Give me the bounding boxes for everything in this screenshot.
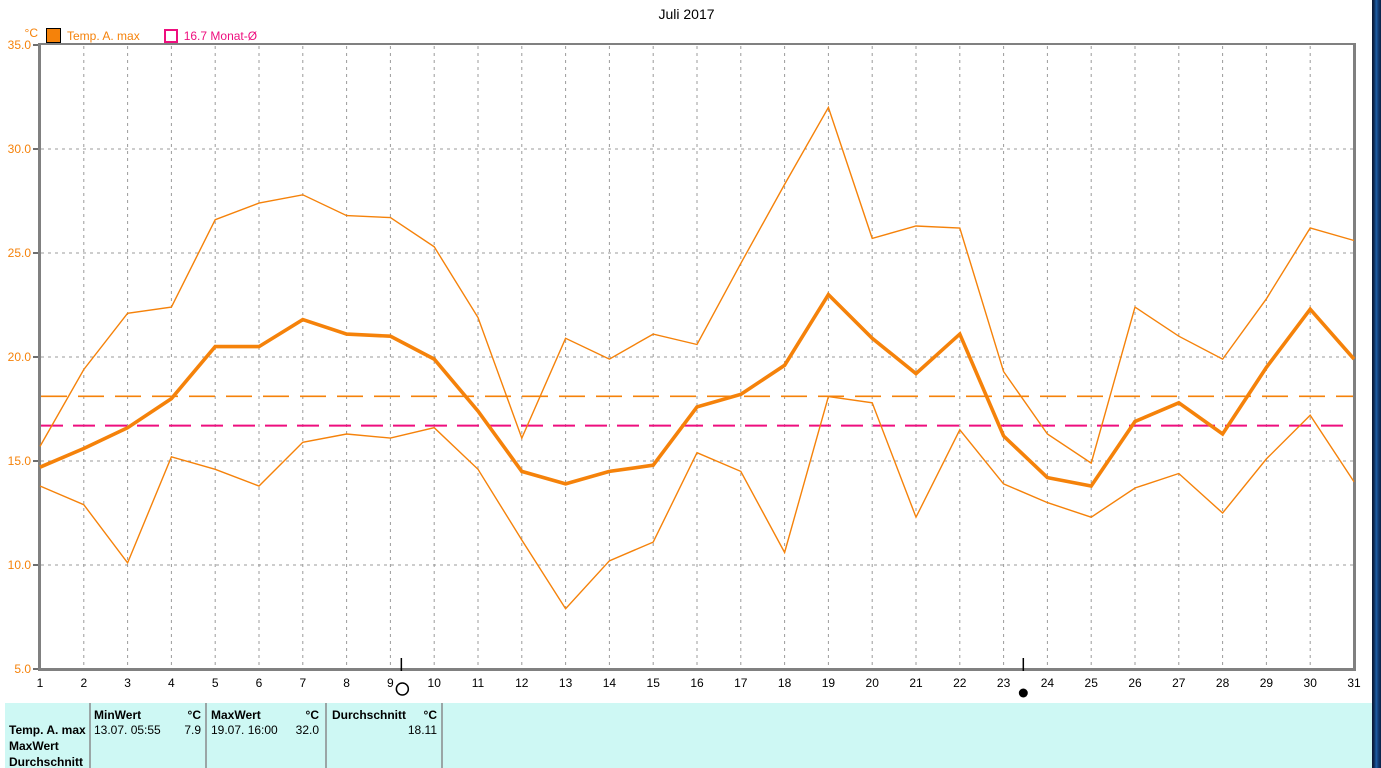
durchschnitt-header: Durchschnitt — [332, 708, 407, 722]
legend-series-label: Temp. A. max — [67, 28, 140, 43]
table-row-label-series: Temp. A. max — [9, 723, 86, 737]
stats-table: Temp. A. max MaxWert Durchschnitt MinWer… — [5, 703, 1372, 768]
y-axis-unit-label: °C — [24, 26, 38, 40]
x-tick-label: 23 — [997, 676, 1011, 690]
x-tick-label: 22 — [953, 676, 967, 690]
x-tick-label: 13 — [559, 676, 573, 690]
x-tick-label: 2 — [80, 676, 87, 690]
x-tick-label: 29 — [1260, 676, 1274, 690]
series-line-temp-a-max — [39, 291, 1356, 488]
x-tick-label: 24 — [1041, 676, 1055, 690]
series-line-daily-max-envelope — [39, 105, 1355, 465]
x-tick-label: 17 — [734, 676, 748, 690]
table-divider — [441, 703, 443, 768]
table-row-label-maxwert: MaxWert — [9, 739, 59, 753]
x-tick-label: 15 — [647, 676, 661, 690]
monthly-avg-swatch-magenta-square-icon — [163, 28, 178, 43]
x-tick-label: 21 — [909, 676, 923, 690]
x-tick-label: 12 — [515, 676, 529, 690]
new-moon-icon — [1018, 688, 1028, 698]
x-tick-label: 18 — [778, 676, 792, 690]
x-tick-label: 6 — [256, 676, 263, 690]
x-tick-label: 5 — [212, 676, 219, 690]
y-tick-label: 5.0 — [14, 662, 31, 676]
table-divider — [325, 703, 327, 768]
maxwert-value: 32.0 — [295, 723, 319, 737]
x-tick-label: 1 — [37, 676, 44, 690]
series-swatch-orange-square-icon — [46, 28, 61, 43]
x-tick-label: 25 — [1085, 676, 1099, 690]
y-tick-label: 35.0 — [8, 38, 32, 52]
minwert-header: MinWert — [94, 708, 142, 722]
y-tick-label: 25.0 — [8, 246, 32, 260]
table-row-label-durchschnitt: Durchschnitt — [9, 755, 84, 768]
x-tick-label: 9 — [387, 676, 394, 690]
x-tick-label: 20 — [866, 676, 880, 690]
background-window-edge — [1372, 0, 1381, 768]
chart-plot-area: 35.030.025.020.015.010.05.01 2 3 4 5 6 7 8 9 10 11… — [8, 38, 1361, 698]
table-divider — [205, 703, 207, 768]
legend-monthly-avg-label: 16.7 Monat-Ø — [183, 28, 258, 43]
x-tick-label: 26 — [1128, 676, 1142, 690]
y-tick-label: 30.0 — [8, 142, 32, 156]
x-tick-label: 30 — [1304, 676, 1318, 690]
x-tick-label: 8 — [343, 676, 350, 690]
y-tick-label: 20.0 — [8, 350, 32, 364]
x-tick-label: 31 — [1347, 676, 1361, 690]
chart-legend: Temp. A. max 16.7 Monat-Ø — [46, 27, 257, 44]
x-tick-label: 10 — [428, 676, 442, 690]
x-tick-label: 16 — [690, 676, 704, 690]
maxwert-datetime: 19.07. 16:00 — [211, 723, 278, 737]
durchschnitt-value: 18.11 — [407, 723, 437, 737]
y-tick-label: 10.0 — [8, 558, 32, 572]
minwert-unit: °C — [187, 708, 201, 722]
x-tick-label: 11 — [472, 676, 485, 690]
minwert-datetime: 13.07. 05:55 — [94, 723, 161, 737]
series-line-daily-min-envelope — [39, 395, 1355, 610]
x-tick-label: 7 — [299, 676, 306, 690]
maxwert-header: MaxWert — [211, 708, 261, 722]
durchschnitt-unit: °C — [423, 708, 437, 722]
y-tick-label: 15.0 — [8, 454, 32, 468]
x-tick-label: 14 — [603, 676, 617, 690]
chart-title: Juli 2017 — [658, 6, 715, 22]
x-tick-label: 4 — [168, 676, 175, 690]
x-tick-label: 19 — [822, 676, 836, 690]
table-divider — [89, 703, 91, 768]
x-tick-label: 27 — [1172, 676, 1186, 690]
x-tick-label: 28 — [1216, 676, 1230, 690]
x-tick-label: 3 — [124, 676, 131, 690]
minwert-value: 7.9 — [184, 723, 201, 737]
full-moon-icon — [395, 682, 410, 696]
maxwert-unit: °C — [305, 708, 319, 722]
